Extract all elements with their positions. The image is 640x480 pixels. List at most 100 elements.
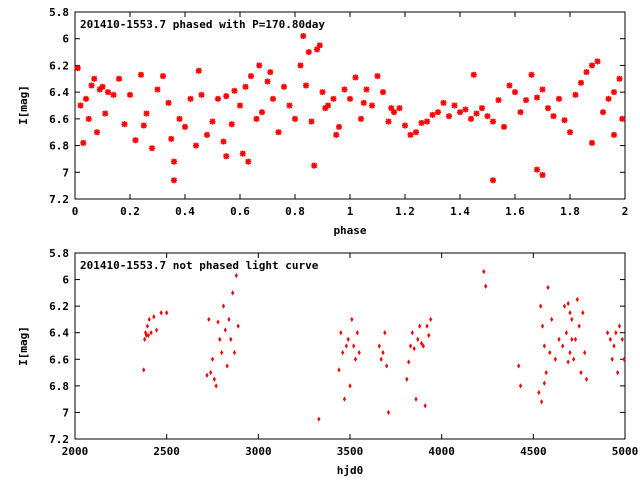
data-point bbox=[308, 118, 315, 125]
chart-title: 201410-1553.7 phased with P=170.80day bbox=[80, 18, 325, 31]
data-point bbox=[267, 69, 274, 76]
data-point bbox=[440, 99, 447, 106]
y-tick-label: 6.4 bbox=[49, 327, 69, 340]
data-point bbox=[570, 316, 574, 323]
data-point bbox=[539, 171, 546, 178]
data-point bbox=[490, 118, 496, 125]
data-point bbox=[577, 323, 581, 329]
data-point bbox=[337, 367, 341, 373]
data-point bbox=[385, 118, 392, 125]
data-point bbox=[484, 113, 491, 120]
tick-group: 0 0.2 0.4 0.6 0.8 1 1.2 1.4 1.6 1.8 2 5.8 6 6.2 6.4 6.6… bbox=[49, 6, 628, 218]
data-point bbox=[227, 316, 231, 323]
data-point bbox=[517, 109, 524, 116]
data-point bbox=[281, 83, 287, 90]
data-point bbox=[165, 99, 172, 106]
data-point bbox=[77, 102, 84, 109]
data-point bbox=[424, 118, 430, 125]
data-point bbox=[352, 343, 356, 349]
data-point bbox=[275, 129, 282, 136]
data-point bbox=[116, 75, 122, 82]
data-point bbox=[506, 82, 513, 89]
data-point bbox=[236, 323, 240, 329]
data-point bbox=[171, 158, 177, 165]
data-point bbox=[567, 129, 573, 136]
data-point bbox=[369, 102, 375, 109]
data-point bbox=[512, 89, 518, 96]
data-point bbox=[410, 330, 414, 336]
data-point bbox=[550, 113, 557, 120]
data-point bbox=[341, 350, 345, 356]
data-point bbox=[253, 115, 260, 122]
data-point bbox=[620, 336, 624, 342]
x-tick-label: 3500 bbox=[337, 445, 364, 458]
data-point bbox=[611, 131, 617, 138]
data-point bbox=[614, 330, 618, 336]
x-tick-label: 1.8 bbox=[560, 205, 580, 218]
data-point bbox=[594, 58, 601, 65]
data-point bbox=[146, 332, 150, 338]
data-point bbox=[231, 87, 238, 94]
data-point bbox=[446, 113, 452, 120]
data-point bbox=[385, 363, 389, 369]
data-point bbox=[462, 106, 469, 113]
data-point bbox=[429, 111, 436, 118]
data-point bbox=[589, 139, 595, 146]
data-point bbox=[589, 62, 595, 69]
data-point bbox=[479, 105, 485, 112]
data-point bbox=[616, 369, 620, 376]
data-point bbox=[355, 330, 359, 336]
point-group bbox=[74, 33, 626, 184]
data-point bbox=[470, 71, 477, 78]
plot-frame bbox=[74, 252, 626, 440]
data-point bbox=[216, 319, 220, 325]
data-point bbox=[418, 119, 425, 126]
data-point bbox=[215, 95, 221, 102]
y-tick-label: 6.4 bbox=[49, 86, 69, 99]
data-point bbox=[333, 131, 340, 138]
data-point bbox=[165, 310, 169, 316]
data-point bbox=[152, 314, 156, 320]
data-point bbox=[583, 69, 590, 76]
x-tick-label: 5000 bbox=[612, 445, 639, 458]
data-point bbox=[544, 369, 548, 376]
data-point bbox=[427, 332, 431, 338]
data-point bbox=[317, 416, 321, 422]
data-point bbox=[195, 67, 202, 74]
data-point bbox=[412, 346, 416, 352]
data-point bbox=[557, 336, 561, 342]
y-tick-label: 6.2 bbox=[49, 300, 69, 313]
data-point bbox=[457, 109, 463, 116]
data-point bbox=[561, 343, 565, 349]
data-point bbox=[220, 350, 224, 356]
data-point bbox=[353, 356, 358, 362]
data-point bbox=[600, 109, 606, 116]
data-point bbox=[539, 303, 543, 309]
data-point bbox=[553, 356, 557, 362]
data-point bbox=[264, 78, 271, 85]
data-point bbox=[542, 343, 546, 349]
data-point bbox=[610, 356, 614, 362]
x-tick-label: 3000 bbox=[245, 445, 272, 458]
y-tick-label: 6.8 bbox=[49, 140, 69, 153]
data-point bbox=[168, 135, 175, 142]
data-point bbox=[573, 336, 578, 342]
data-point bbox=[311, 162, 318, 169]
data-point bbox=[121, 121, 128, 128]
data-point bbox=[256, 62, 263, 69]
data-point bbox=[231, 290, 235, 296]
data-point bbox=[413, 129, 419, 136]
data-point bbox=[149, 330, 153, 336]
data-point bbox=[383, 330, 387, 336]
data-point bbox=[198, 91, 205, 98]
data-point bbox=[540, 323, 545, 329]
data-point bbox=[154, 327, 159, 333]
data-point bbox=[80, 139, 87, 146]
data-point bbox=[407, 359, 411, 365]
y-tick-label: 7 bbox=[62, 166, 69, 179]
x-tick-label: 1.4 bbox=[450, 205, 470, 218]
y-tick-label: 6.8 bbox=[49, 380, 69, 393]
data-point bbox=[568, 310, 572, 316]
x-tick-label: 2 bbox=[622, 205, 629, 218]
data-point bbox=[348, 383, 352, 389]
